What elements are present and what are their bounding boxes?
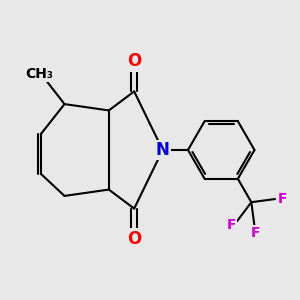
Text: N: N: [156, 141, 170, 159]
Text: F: F: [250, 226, 260, 240]
Text: O: O: [127, 230, 141, 247]
Text: O: O: [127, 52, 141, 70]
Text: F: F: [277, 192, 287, 206]
Text: F: F: [226, 218, 236, 232]
Text: CH₃: CH₃: [25, 67, 53, 81]
